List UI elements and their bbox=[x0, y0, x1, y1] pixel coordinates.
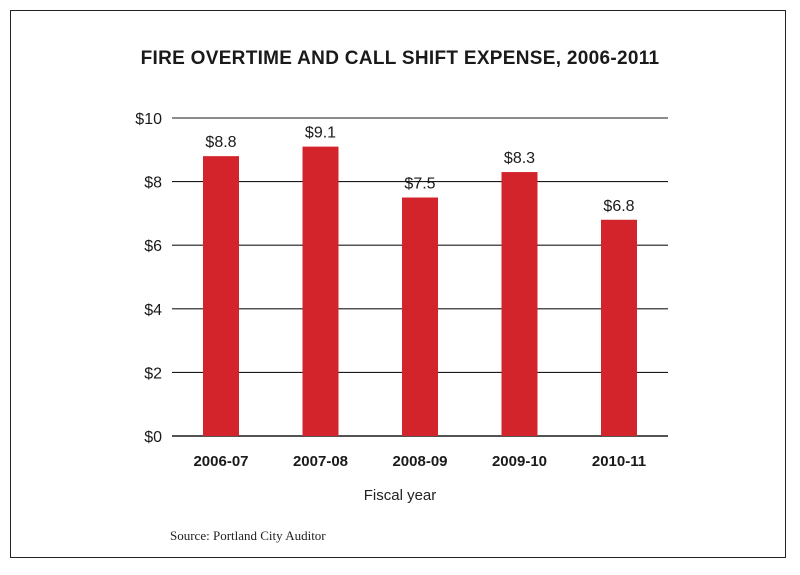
x-axis-title: Fiscal year bbox=[364, 487, 437, 504]
x-tick-label: 2008-09 bbox=[392, 453, 447, 470]
data-label: $9.1 bbox=[305, 125, 336, 142]
data-labels: $8.8 $9.1 $7.5 $8.3 $6.8 bbox=[205, 125, 634, 215]
bars bbox=[203, 146, 637, 436]
y-axis-ticks: $0 $2 $4 $6 $8 $10 bbox=[135, 111, 162, 446]
y-tick-label: $4 bbox=[144, 302, 162, 319]
chart-frame bbox=[10, 10, 786, 558]
bar bbox=[601, 219, 637, 436]
bar bbox=[501, 172, 538, 436]
data-label: $6.8 bbox=[603, 198, 634, 215]
data-label: $8.3 bbox=[504, 150, 535, 167]
y-tick-label: $2 bbox=[144, 365, 162, 382]
x-axis-ticks: 2006-07 2007-08 2008-09 2009-10 2010-11 bbox=[193, 453, 646, 470]
y-tick-label: $10 bbox=[135, 111, 162, 128]
source-note: Source: Portland City Auditor bbox=[170, 528, 326, 543]
bar bbox=[203, 156, 239, 436]
x-tick-label: 2007-08 bbox=[293, 453, 348, 470]
y-tick-label: $8 bbox=[144, 175, 162, 192]
y-tick-label: $0 bbox=[144, 429, 162, 446]
x-tick-label: 2009-10 bbox=[492, 453, 547, 470]
bar bbox=[302, 146, 339, 436]
bar bbox=[402, 197, 438, 436]
data-label: $7.5 bbox=[404, 176, 435, 193]
x-tick-label: 2006-07 bbox=[193, 453, 248, 470]
x-tick-label: 2010-11 bbox=[592, 453, 646, 470]
data-label: $8.8 bbox=[205, 134, 236, 151]
chart-title: FIRE OVERTIME AND CALL SHIFT EXPENSE, 20… bbox=[140, 48, 660, 69]
y-tick-label: $6 bbox=[144, 238, 162, 255]
